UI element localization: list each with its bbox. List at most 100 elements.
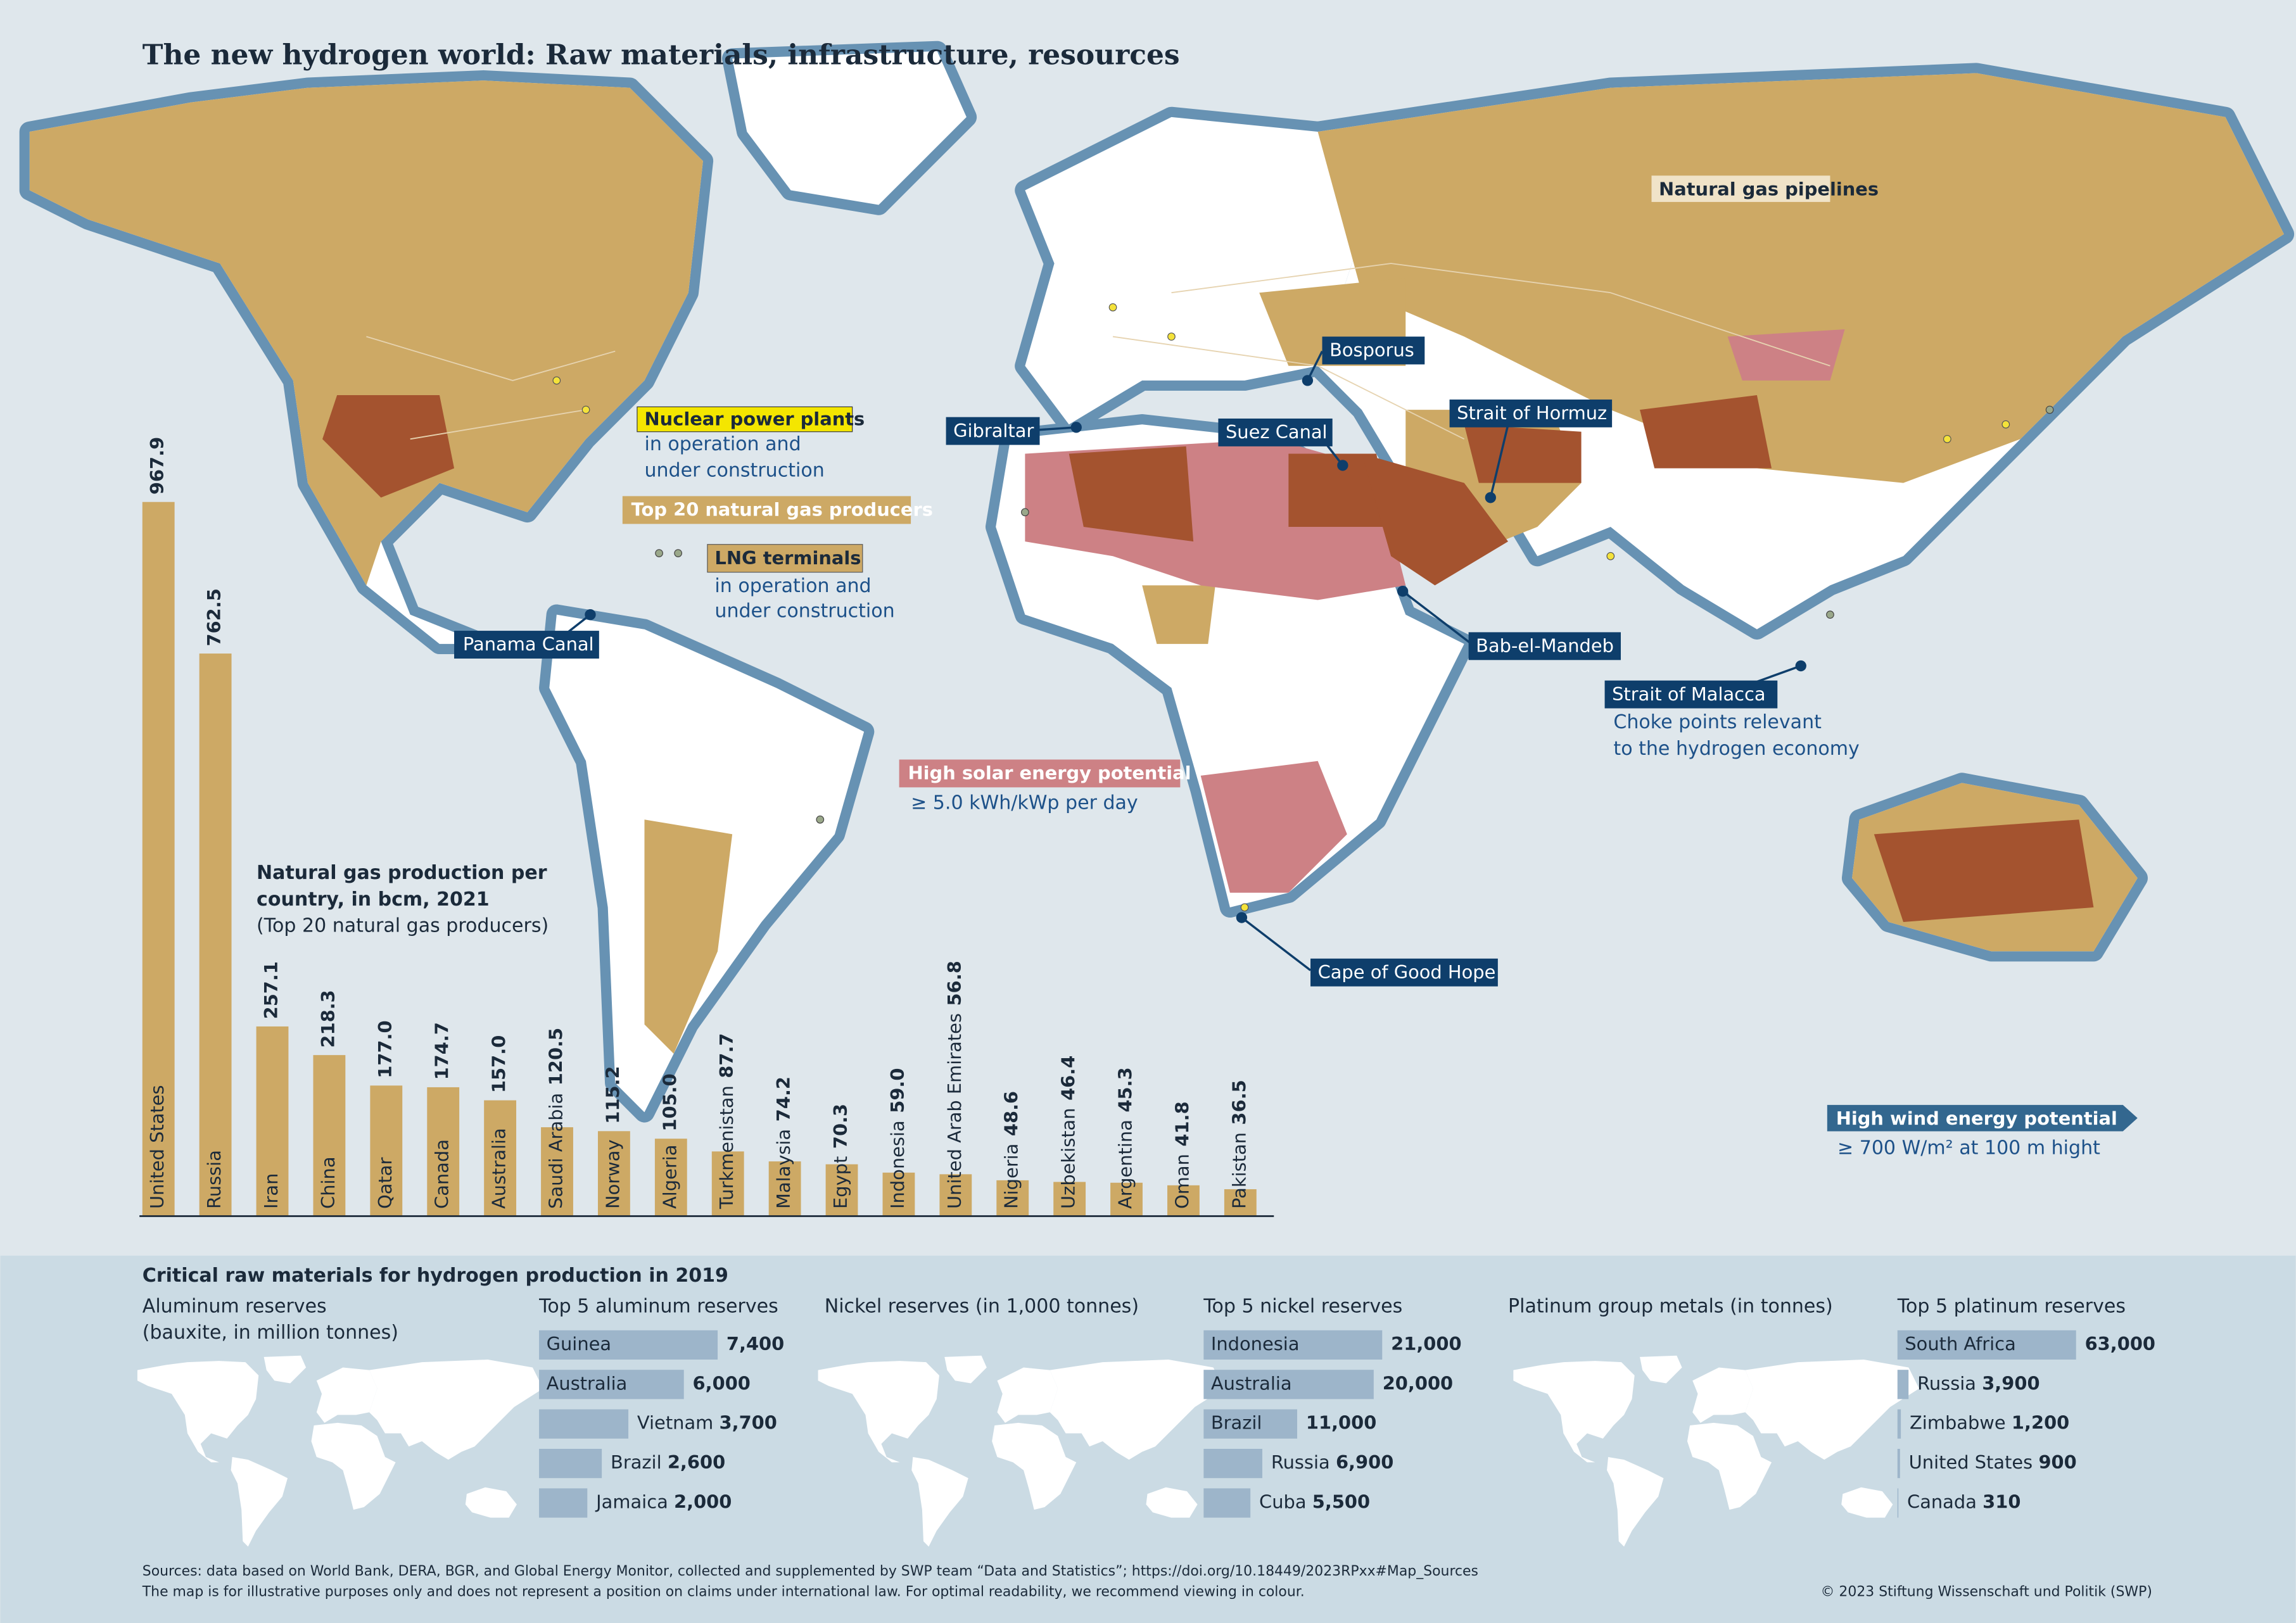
- category-label: Russia: [203, 1150, 225, 1209]
- value-label: 48.6: [1001, 1091, 1022, 1136]
- bar: [597, 1131, 630, 1216]
- value-label: 56.8: [944, 961, 965, 1006]
- category-label: Canada: [1907, 1491, 1977, 1512]
- value-label: 105.0: [659, 1073, 680, 1131]
- category-label: Algeria: [659, 1144, 680, 1208]
- category-label: United States: [1909, 1451, 2033, 1473]
- legend-note: in operation and: [714, 575, 871, 597]
- category-label: Indonesia: [1211, 1333, 1300, 1355]
- bar: [370, 1085, 403, 1216]
- legend-swatch: [1827, 1104, 2138, 1132]
- value-label: 3,700: [720, 1412, 777, 1434]
- value-label: 218.3: [317, 990, 339, 1047]
- value-label: 20,000: [1383, 1372, 1453, 1394]
- legend-label: Nuclear power plants: [644, 408, 865, 429]
- category-label: Oman: [1171, 1154, 1193, 1209]
- bar: [1053, 1182, 1086, 1216]
- value-label: 63,000: [2085, 1333, 2155, 1355]
- chart-title: Natural gas production per: [257, 862, 547, 884]
- category-label: Brazil: [1211, 1412, 1262, 1434]
- gas-chart: United States 967.9 Russia 762.5 Iran 257.1 Ch…: [142, 437, 1257, 1216]
- bar: [1897, 1409, 1901, 1439]
- copyright: © 2023 Stiftung Wissenschaft und Politik…: [1821, 1584, 2152, 1600]
- bar: [1203, 1488, 1251, 1518]
- bar: [1897, 1370, 1909, 1399]
- bar: [1203, 1409, 1298, 1439]
- value-label: 3,900: [1982, 1372, 2039, 1394]
- value-label: 1,200: [2012, 1412, 2069, 1434]
- sources: The map is for illustrative purposes onl…: [142, 1584, 1305, 1600]
- category-label: Vietnam: [637, 1412, 713, 1434]
- value-label: 967.9: [146, 437, 168, 495]
- choke-point-label: Bosporus: [1329, 339, 1414, 361]
- legend-swatch: [622, 496, 911, 524]
- pipelines: [366, 263, 1830, 440]
- panel-title: Critical raw materials for hydrogen prod…: [143, 1265, 728, 1287]
- legend-swatch: [707, 544, 863, 573]
- category-label: South Africa: [1905, 1333, 2015, 1355]
- value-label: 2,000: [674, 1491, 732, 1512]
- legend-label: Top 20 natural gas producers: [631, 499, 933, 521]
- value-label: 120.5: [545, 1028, 567, 1085]
- bar: [711, 1151, 744, 1216]
- value-label: 2,600: [668, 1451, 725, 1473]
- category-label: Australia: [1211, 1372, 1292, 1394]
- chart-title: Top 5 platinum reserves: [1897, 1295, 2126, 1317]
- choke-point-label: Suez Canal: [1226, 421, 1328, 443]
- bar: [313, 1055, 346, 1216]
- map-title: Nickel reserves (in 1,000 tonnes): [825, 1295, 1139, 1317]
- lng-terminals: [655, 405, 2054, 824]
- category-label: Zimbabwe: [1910, 1412, 2006, 1434]
- category-label: Indonesia: [887, 1120, 908, 1209]
- bar: [654, 1139, 687, 1216]
- legend-note: ≥ 5.0 kWh/kWp per day: [911, 792, 1138, 814]
- value-label: 7,400: [726, 1333, 784, 1355]
- choke-point-label: Strait of Hormuz: [1457, 402, 1607, 424]
- category-label: Qatar: [374, 1158, 396, 1209]
- bar: [1167, 1185, 1200, 1216]
- value-label: 5,500: [1312, 1491, 1370, 1512]
- bar: [882, 1172, 915, 1216]
- category-label: Australia: [547, 1372, 628, 1394]
- legend-label: Natural gas pipelines: [1659, 178, 1879, 199]
- category-label: Uzbekistan: [1058, 1108, 1079, 1209]
- map-title: Aluminum reserves: [143, 1295, 327, 1317]
- category-label: United States: [146, 1085, 168, 1209]
- category-label: Russia: [1271, 1451, 1330, 1473]
- value-label: 310: [1982, 1491, 2020, 1512]
- category-label: Argentina: [1115, 1120, 1136, 1209]
- bar: [996, 1180, 1029, 1216]
- legend-label: High wind energy potential: [1836, 1108, 2117, 1129]
- value-label: 115.2: [602, 1066, 623, 1123]
- bar: [1897, 1330, 2076, 1360]
- bar: [1110, 1182, 1143, 1216]
- legend-swatch: [1651, 175, 1830, 202]
- bar: [427, 1087, 460, 1216]
- category-label: Nigeria: [1001, 1144, 1022, 1209]
- choke-point-label: Bab-el-Mandeb: [1476, 635, 1614, 657]
- choke-points: Panama Canal Gibraltar Bosporus Suez Can…: [454, 336, 1860, 987]
- legend-label: LNG terminals: [714, 547, 861, 569]
- category-label: Brazil: [611, 1451, 662, 1473]
- map-title: Platinum group metals (in tonnes): [1508, 1295, 1833, 1317]
- category-label: Canada: [431, 1139, 453, 1209]
- bar: [1897, 1448, 1900, 1479]
- value-label: 46.4: [1058, 1056, 1079, 1101]
- choke-point-note: to the hydrogen economy: [1613, 738, 1859, 760]
- value-label: 257.1: [260, 961, 282, 1019]
- value-label: 74.2: [773, 1077, 794, 1121]
- category-label: Cuba: [1259, 1491, 1306, 1512]
- legend-note: ≥ 700 W/m² at 100 m hight: [1837, 1137, 2100, 1159]
- category-label: Norway: [602, 1139, 623, 1209]
- value-label: 762.5: [203, 588, 225, 646]
- bar: [1203, 1448, 1262, 1479]
- chart-title: Top 5 nickel reserves: [1203, 1295, 1402, 1317]
- choke-point-label: Strait of Malacca: [1612, 683, 1766, 705]
- category-label: China: [317, 1156, 339, 1208]
- bar: [825, 1164, 858, 1216]
- legend-swatch: [899, 759, 1181, 788]
- category-label: Malaysia: [773, 1129, 794, 1209]
- bar: [256, 1026, 289, 1216]
- choke-point-note: Choke points relevant: [1613, 711, 1822, 733]
